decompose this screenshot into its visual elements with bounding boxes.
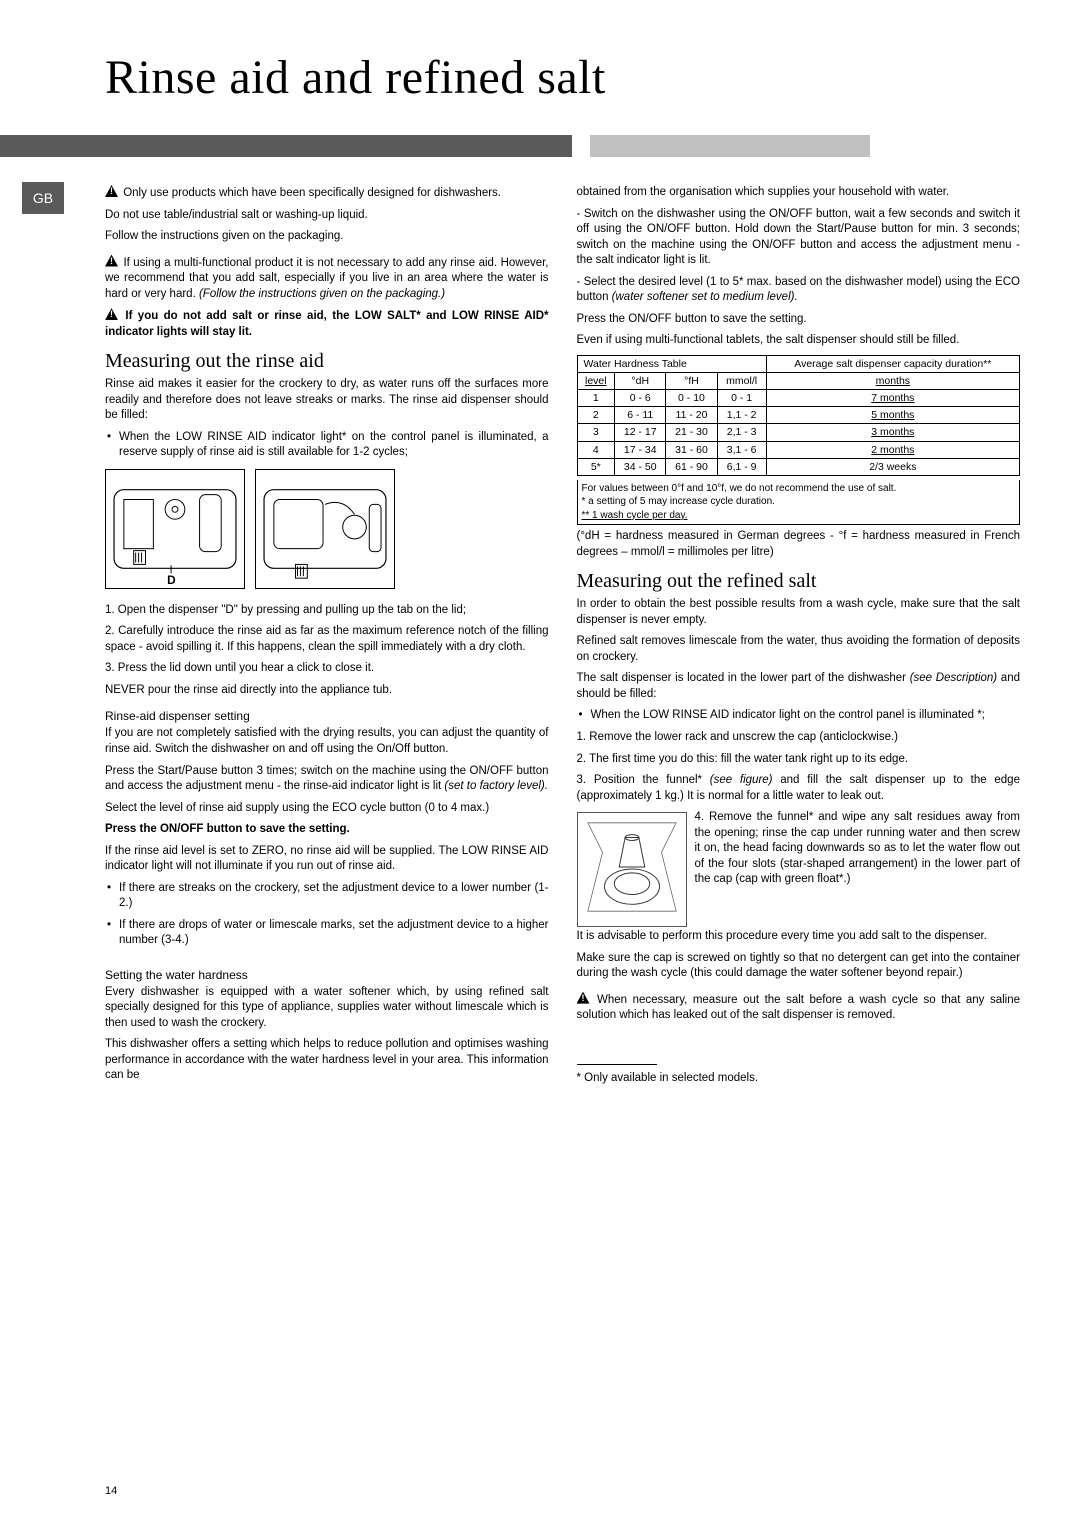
body-text: If the rinse aid level is set to ZERO, n… <box>105 844 549 875</box>
warning-paragraph: When necessary, measure out the salt bef… <box>577 992 1021 1024</box>
svg-text:D: D <box>167 573 176 587</box>
dispenser-diagram-1: D <box>105 469 245 589</box>
dispenser-svg-2 <box>256 470 394 588</box>
warning-icon <box>105 255 118 267</box>
water-hardness-table: Water Hardness Table Average salt dispen… <box>577 355 1021 476</box>
body-text: (°dH = hardness measured in German degre… <box>577 529 1021 560</box>
table-row: 312 - 1721 - 302,1 - 33 months <box>577 424 1020 441</box>
table-footer: For values between 0°f and 10°f, we do n… <box>577 480 1021 526</box>
body-text: Press the Start/Pause button 3 times; sw… <box>105 764 549 795</box>
body-text: This dishwasher offers a setting which h… <box>105 1037 549 1084</box>
body-text: Select the level of rinse aid supply usi… <box>105 801 549 817</box>
header-divider-bar <box>0 135 1080 157</box>
table-title-right: Average salt dispenser capacity duration… <box>766 355 1019 372</box>
body-text: Refined salt removes limescale from the … <box>577 634 1021 665</box>
table-row: 10 - 60 - 100 - 17 months <box>577 389 1020 406</box>
warning-icon <box>105 308 118 320</box>
table-header-row: level °dH °fH mmol/l months <box>577 372 1020 389</box>
section-heading-refined-salt: Measuring out the refined salt <box>577 568 1021 595</box>
body-text: Follow the instructions given on the pac… <box>105 229 549 245</box>
table-row: 417 - 3431 - 603,1 - 62 months <box>577 441 1020 458</box>
body-text: It is advisable to perform this procedur… <box>577 929 1021 945</box>
table-header: mmol/l <box>717 372 766 389</box>
table-title-row: Water Hardness Table Average salt dispen… <box>577 355 1020 372</box>
table-header: °dH <box>615 372 666 389</box>
step-text: 1. Remove the lower rack and unscrew the… <box>577 730 1021 746</box>
table-row: 5*34 - 5061 - 906,1 - 92/3 weeks <box>577 458 1020 475</box>
left-column: Only use products which have been specif… <box>105 185 549 1092</box>
body-text: Rinse aid makes it easier for the crocke… <box>105 377 549 424</box>
table-row: 26 - 1111 - 201,1 - 25 months <box>577 407 1020 424</box>
table-header: months <box>766 372 1019 389</box>
dispenser-svg-1: D <box>106 470 244 588</box>
bold-text: Press the ON/OFF button to save the sett… <box>105 822 549 838</box>
bullet-item: If there are streaks on the crockery, se… <box>105 881 549 912</box>
subsection-heading-hardness: Setting the water hardness <box>105 967 549 983</box>
body-text: - Select the desired level (1 to 5* max.… <box>577 275 1021 306</box>
body-text: obtained from the organisation which sup… <box>577 185 1021 201</box>
subsection-heading-dispenser: Rinse-aid dispenser setting <box>105 708 549 724</box>
body-text: Do not use table/industrial salt or wash… <box>105 208 549 224</box>
table-title-left: Water Hardness Table <box>577 355 766 372</box>
step-text: 3. Press the lid down until you hear a c… <box>105 661 549 677</box>
bullet-item: When the LOW RINSE AID indicator light* … <box>105 430 549 461</box>
section-heading-rinse-aid: Measuring out the rinse aid <box>105 348 549 375</box>
table-header: °fH <box>666 372 717 389</box>
table-header: level <box>577 372 615 389</box>
step-text: 1. Open the dispenser "D" by pressing an… <box>105 603 549 619</box>
footnote-divider <box>577 1064 657 1065</box>
step-text: 2. Carefully introduce the rinse aid as … <box>105 624 549 655</box>
dispenser-diagram-2 <box>255 469 395 589</box>
warning-paragraph: If using a multi-functional product it i… <box>105 255 549 303</box>
step-text: 2. The first time you do this: fill the … <box>577 752 1021 768</box>
salt-figure-svg <box>578 813 686 926</box>
warning-icon <box>105 185 118 197</box>
warning-paragraph: Only use products which have been specif… <box>105 185 549 202</box>
body-text: In order to obtain the best possible res… <box>577 597 1021 628</box>
body-text: Make sure the cap is screwed on tightly … <box>577 951 1021 982</box>
body-text: If you are not completely satisfied with… <box>105 726 549 757</box>
step-text: 3. Position the funnel* (see figure) and… <box>577 773 1021 804</box>
warning-icon <box>577 992 590 1004</box>
body-text: Press the ON/OFF button to save the sett… <box>577 312 1021 328</box>
body-text: Even if using multi-functional tablets, … <box>577 333 1021 349</box>
right-column: obtained from the organisation which sup… <box>577 185 1021 1092</box>
body-text: NEVER pour the rinse aid directly into t… <box>105 683 549 699</box>
body-text: - Switch on the dishwasher using the ON/… <box>577 207 1021 269</box>
page-number: 14 <box>105 1485 117 1497</box>
body-text: Every dishwasher is equipped with a wate… <box>105 985 549 1032</box>
body-text: The salt dispenser is located in the low… <box>577 671 1021 702</box>
page-title: Rinse aid and refined salt <box>0 0 1080 105</box>
country-badge: GB <box>22 182 64 214</box>
bold-warning: If you do not add salt or rinse aid, the… <box>105 308 549 340</box>
bullet-item: If there are drops of water or limescale… <box>105 918 549 949</box>
salt-dispenser-figure <box>577 812 687 927</box>
footnote: * Only available in selected models. <box>577 1071 1021 1087</box>
bullet-item: When the LOW RINSE AID indicator light o… <box>577 708 1021 724</box>
content-area: Only use products which have been specif… <box>0 157 1080 1092</box>
diagram-row: D <box>105 469 549 589</box>
